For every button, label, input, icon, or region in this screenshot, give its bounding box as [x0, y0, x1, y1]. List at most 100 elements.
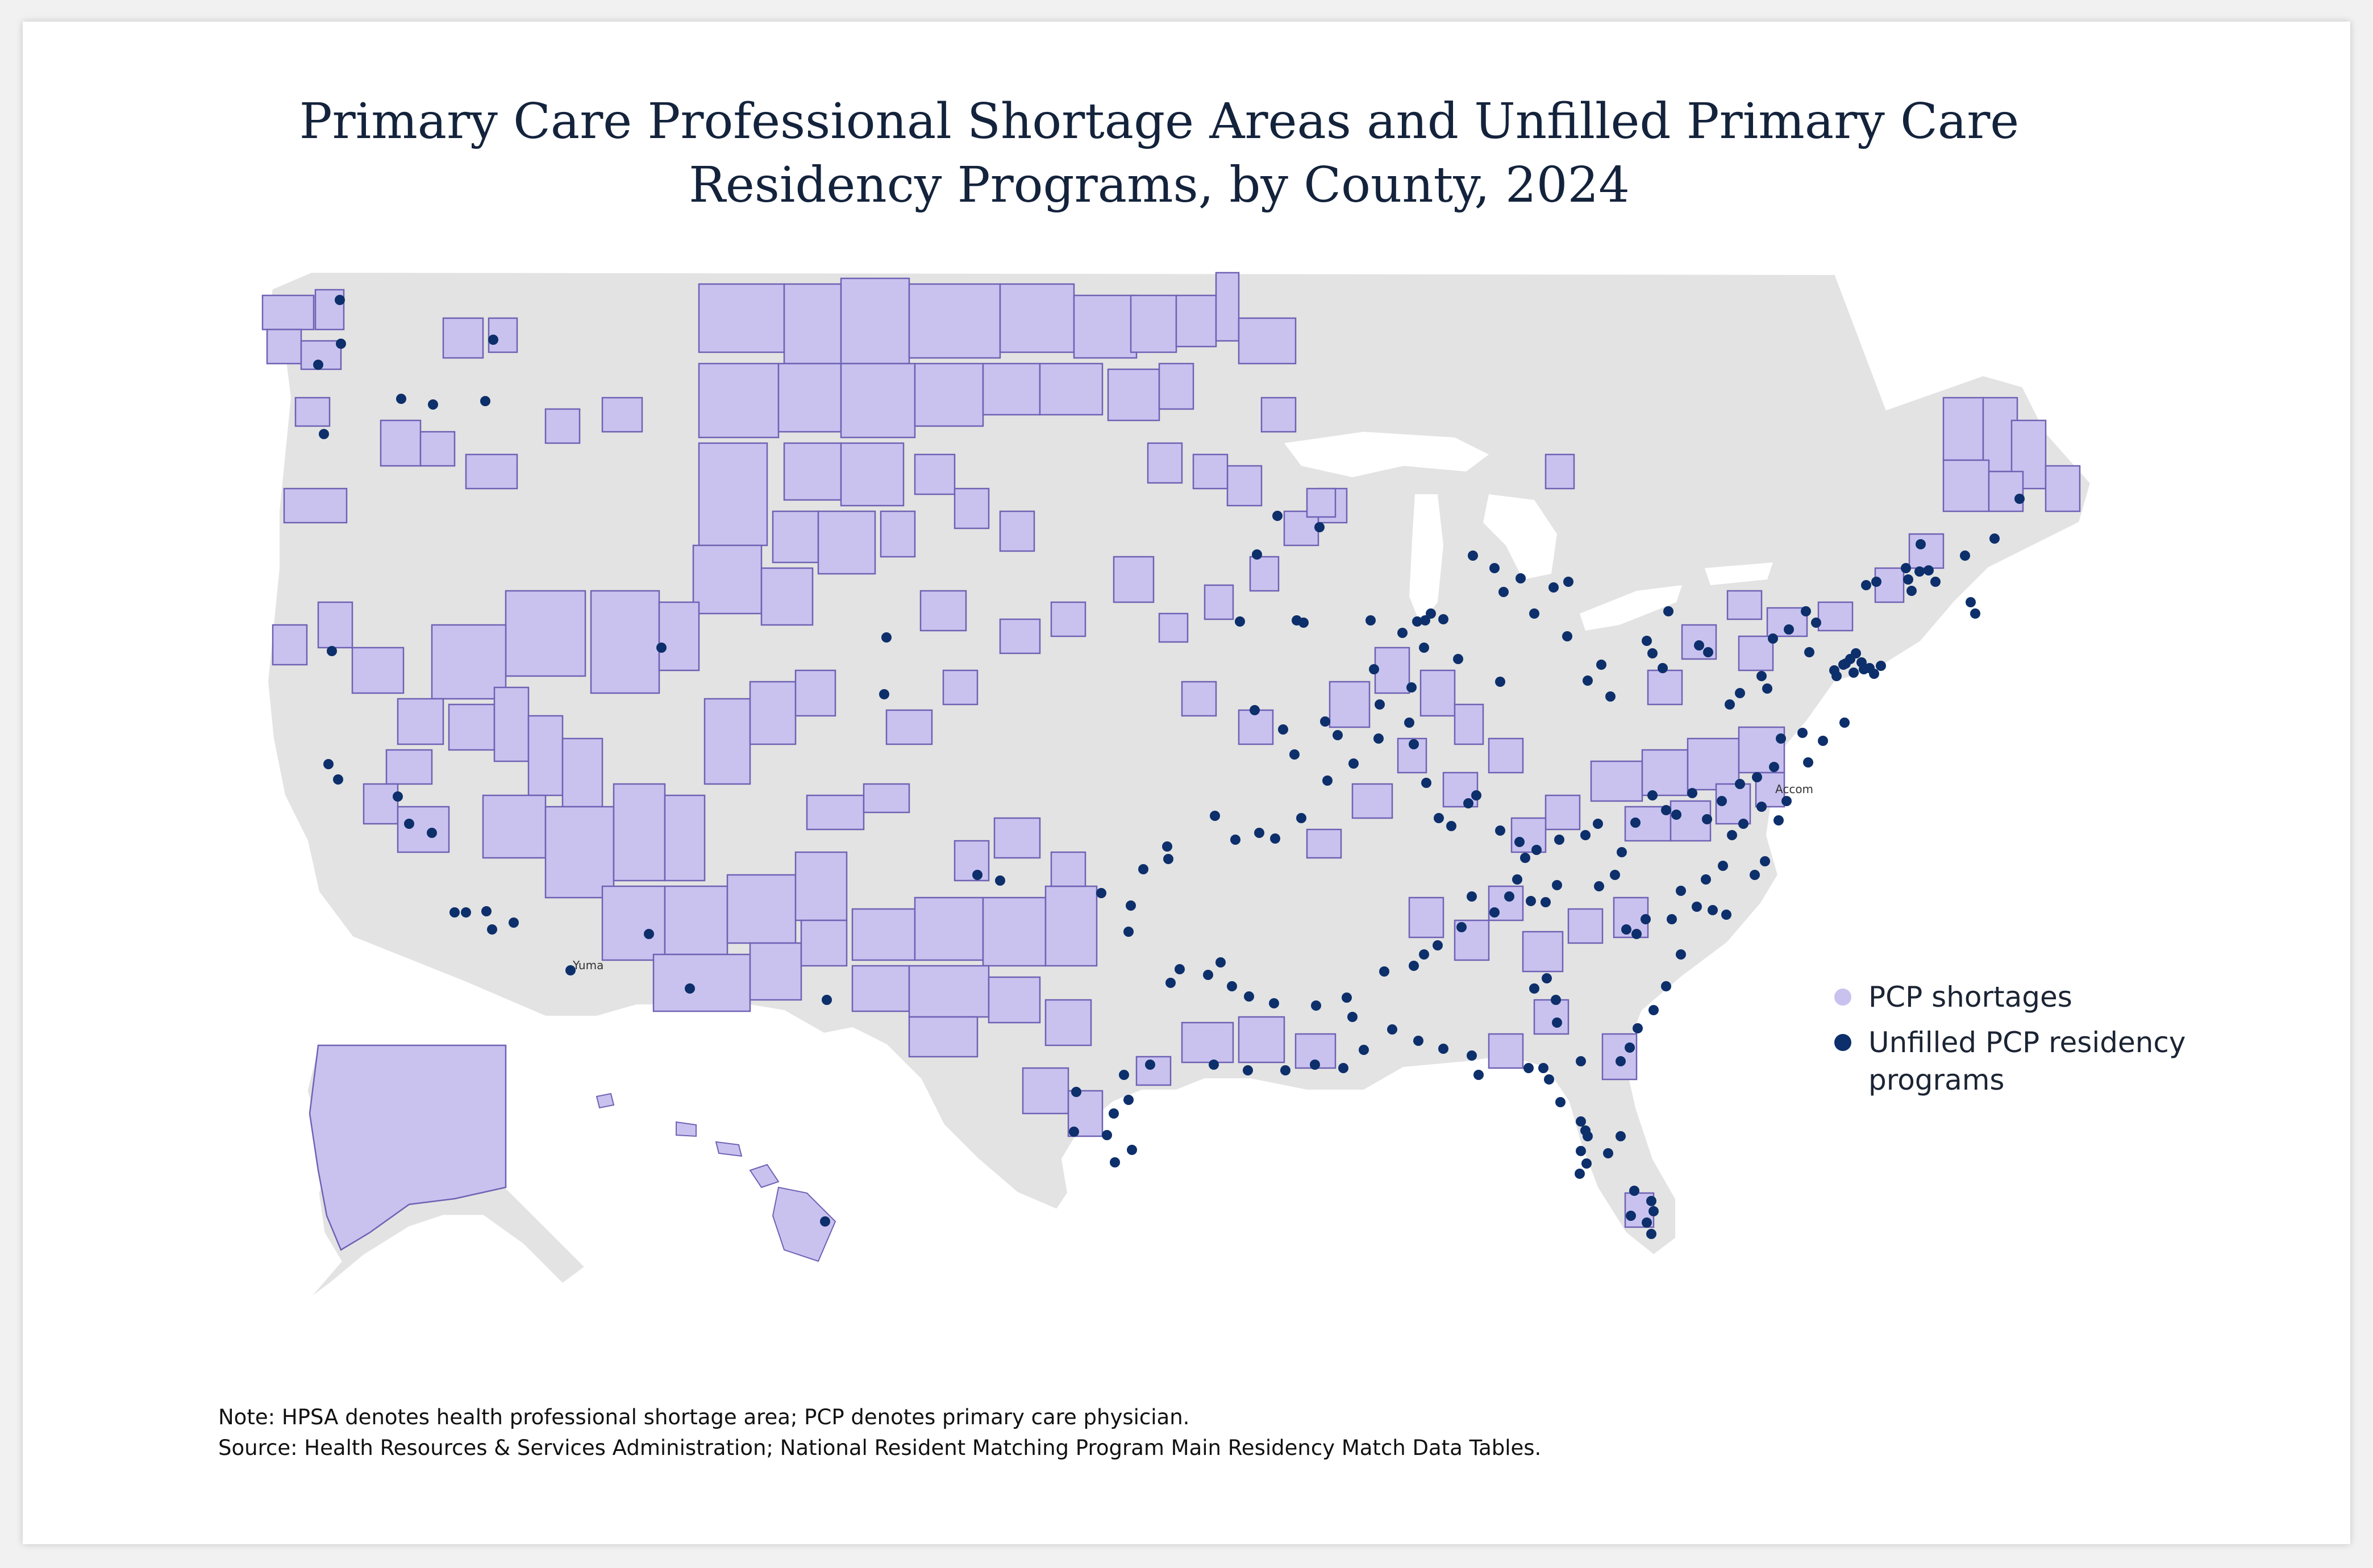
- shortage-area: [482, 794, 547, 859]
- shortage-area: [1590, 760, 1643, 802]
- program-dot: [1583, 675, 1593, 686]
- shortage-area: [1641, 749, 1689, 796]
- program-dot: [1227, 981, 1237, 991]
- program-dot: [1629, 1186, 1639, 1196]
- program-dot: [1162, 841, 1172, 852]
- shortage-areas-layer: [261, 272, 2081, 1251]
- program-dot: [1576, 1056, 1586, 1066]
- shortage-area: [1942, 459, 1990, 512]
- shortage-area: [783, 442, 842, 501]
- program-dot: [1554, 835, 1564, 845]
- shortage-area: [760, 567, 814, 626]
- program-dot: [1818, 736, 1828, 746]
- shortage-area: [1374, 647, 1410, 694]
- shortage-area: [385, 749, 433, 785]
- program-dot: [1529, 983, 1539, 994]
- shortage-area: [851, 965, 910, 1012]
- program-dot: [327, 646, 337, 656]
- program-dot: [1412, 616, 1422, 627]
- program-dot: [1456, 922, 1467, 932]
- shortage-area: [601, 397, 643, 433]
- program-dot: [1421, 778, 1431, 788]
- program-dot: [461, 907, 471, 918]
- program-dot: [1970, 608, 1980, 619]
- program-dot: [820, 1216, 830, 1227]
- shortage-area: [1817, 601, 1854, 632]
- program-dot: [1717, 796, 1727, 806]
- shortage-area: [397, 806, 450, 853]
- shortage-area: [1158, 362, 1194, 410]
- program-dot: [1596, 660, 1606, 670]
- shortage-area: [999, 618, 1041, 654]
- program-dot: [1175, 964, 1185, 974]
- shortage-area: [800, 919, 848, 967]
- program-dot: [1703, 647, 1713, 657]
- program-dot: [995, 875, 1005, 886]
- program-dot: [1776, 733, 1786, 744]
- shortage-area: [1022, 1067, 1069, 1115]
- shortage-area: [1329, 681, 1371, 728]
- program-dot: [427, 828, 437, 838]
- shortage-area: [1130, 294, 1177, 353]
- program-dot: [1580, 830, 1591, 840]
- shortage-area: [1687, 737, 1740, 791]
- shortage-area: [993, 817, 1041, 859]
- program-dot: [335, 295, 345, 305]
- shortage-area: [908, 1016, 979, 1058]
- shortage-area: [908, 283, 1001, 359]
- program-dot: [1708, 905, 1718, 915]
- shortage-area: [1238, 1016, 1285, 1064]
- program-dot: [1930, 577, 1941, 587]
- program-dot: [1641, 914, 1651, 924]
- program-dot: [1489, 563, 1500, 573]
- shortage-area: [1238, 317, 1297, 365]
- program-dot: [393, 791, 403, 802]
- program-dot: [644, 929, 654, 939]
- shortage-area: [1107, 368, 1160, 422]
- shortage-area: [351, 647, 405, 694]
- program-dot: [1906, 586, 1917, 596]
- program-dot: [1804, 647, 1814, 657]
- program-dot: [1876, 661, 1886, 671]
- shortage-area: [652, 953, 751, 1012]
- program-dot: [1252, 549, 1262, 560]
- program-dot: [1903, 574, 1913, 585]
- lake-michigan: [1409, 494, 1443, 625]
- shortage-area: [1544, 794, 1581, 831]
- program-dot: [1127, 1145, 1137, 1155]
- shortage-area: [1942, 397, 1984, 461]
- shortage-area: [397, 698, 444, 745]
- program-dot: [1583, 1131, 1593, 1141]
- shortage-area: [817, 510, 876, 575]
- program-dot: [1647, 790, 1658, 800]
- shortage-area: [493, 686, 530, 762]
- program-dot: [1342, 992, 1352, 1003]
- shortage-area: [1260, 397, 1297, 433]
- shortage-area: [698, 362, 780, 439]
- shortage-area: [840, 362, 916, 439]
- program-dot: [1310, 1060, 1320, 1070]
- program-dot: [1426, 608, 1436, 619]
- program-dot: [1548, 582, 1559, 593]
- program-dot: [1575, 1169, 1585, 1179]
- legend-label-shortage: PCP shortages: [1868, 981, 2072, 1014]
- program-dot: [1280, 1065, 1290, 1075]
- program-dot: [404, 819, 414, 829]
- shortage-area: [1533, 999, 1569, 1035]
- shortage-area: [1522, 931, 1564, 973]
- shortage-area: [851, 908, 916, 961]
- shortage-area: [908, 965, 990, 1018]
- program-dot: [428, 399, 438, 410]
- program-dot: [1676, 886, 1686, 896]
- shortage-area: [1181, 1021, 1234, 1064]
- shortage-area: [988, 976, 1041, 1024]
- shortage-area: [1073, 294, 1138, 359]
- shortage-area: [294, 397, 331, 427]
- shortage-area: [1908, 533, 1945, 569]
- program-dot: [1762, 683, 1772, 694]
- lake-huron: [1483, 494, 1557, 579]
- program-dot: [1916, 539, 1926, 549]
- shortage-area: [1044, 999, 1092, 1046]
- shortage-area: [703, 698, 751, 785]
- program-dot: [1721, 910, 1731, 920]
